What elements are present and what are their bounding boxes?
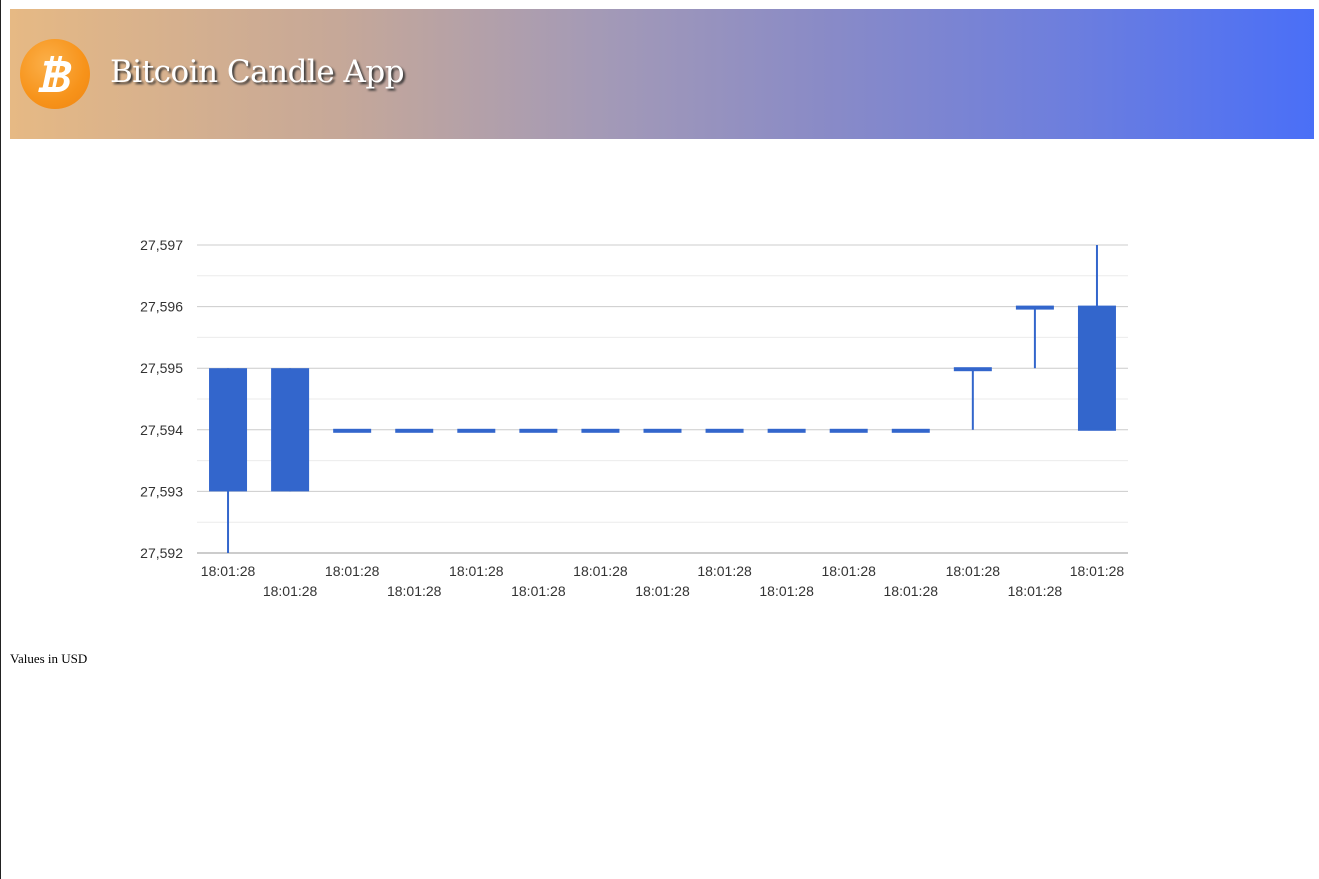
x-tick-label: 18:01:28 (511, 583, 566, 599)
y-axis: 27,592 27,593 27,594 27,595 27,596 27,597 (140, 237, 183, 561)
candle (333, 428, 372, 433)
candle-body (1015, 305, 1054, 310)
x-tick-label: 18:01:28 (946, 563, 1001, 579)
candle-body (643, 428, 682, 433)
x-tick-label: 18:01:28 (635, 583, 690, 599)
candle-body (581, 428, 620, 433)
candle-body (705, 428, 744, 433)
candle-body (829, 428, 868, 433)
y-tick-label: 27,593 (140, 483, 183, 499)
candle (891, 428, 930, 433)
candle (767, 428, 806, 433)
candle (519, 428, 558, 433)
candle-body (519, 428, 558, 433)
page-title: Bitcoin Candle App (110, 54, 405, 90)
chart-gridlines (197, 244, 1128, 554)
candle (829, 428, 868, 433)
candle (705, 428, 744, 433)
candle (209, 368, 248, 553)
candle (643, 428, 682, 433)
candle (1015, 305, 1054, 369)
y-tick-label: 27,597 (140, 237, 183, 253)
candle (953, 367, 992, 430)
y-tick-label: 27,596 (140, 299, 183, 315)
x-tick-label: 18:01:28 (884, 583, 939, 599)
bitcoin-glyph (38, 56, 72, 92)
app-header: Bitcoin Candle App (10, 9, 1314, 139)
bitcoin-icon (20, 39, 90, 109)
x-tick-label: 18:01:28 (449, 563, 504, 579)
candle-body (1077, 305, 1116, 431)
x-tick-label: 18:01:28 (325, 563, 380, 579)
y-tick-label: 27,595 (140, 360, 183, 376)
y-tick-label: 27,592 (140, 545, 183, 561)
candle-body (891, 428, 930, 433)
candle (395, 428, 434, 433)
x-tick-label: 18:01:28 (387, 583, 442, 599)
candle-body (767, 428, 806, 433)
candle-body (333, 428, 372, 433)
candle-body (271, 368, 310, 492)
x-tick-label: 18:01:28 (697, 563, 752, 579)
x-tick-label: 18:01:28 (821, 563, 876, 579)
candle-body (457, 428, 496, 433)
x-tick-label: 18:01:28 (201, 563, 256, 579)
y-tick-label: 27,594 (140, 422, 183, 438)
candle (1077, 245, 1116, 431)
candle (581, 428, 620, 433)
x-axis: 18:01:28 18:01:28 18:01:28 18:01:28 18:01:28… (201, 563, 1125, 599)
candle-body (395, 428, 434, 433)
x-tick-label: 18:01:28 (263, 583, 318, 599)
x-tick-label: 18:01:28 (759, 583, 814, 599)
units-note: Values in USD (10, 651, 88, 666)
candles (209, 245, 1116, 553)
candle-body (953, 367, 992, 372)
x-tick-label: 18:01:28 (573, 563, 628, 579)
candle-body (209, 368, 248, 492)
x-tick-label: 18:01:28 (1070, 563, 1125, 579)
x-tick-label: 18:01:28 (1008, 583, 1063, 599)
candle (271, 368, 310, 492)
candle (457, 428, 496, 433)
